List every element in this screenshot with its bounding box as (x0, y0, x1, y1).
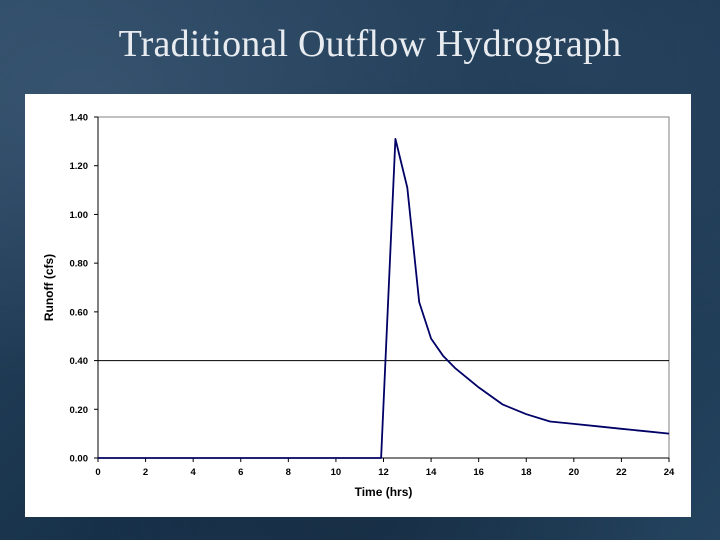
x-tick-label: 0 (95, 467, 100, 478)
x-tick-label: 22 (616, 467, 627, 478)
x-tick-label: 6 (238, 467, 243, 478)
y-tick-label: 0.40 (70, 356, 89, 367)
x-tick-label: 20 (569, 467, 580, 478)
plot-area: 0.000.200.400.600.801.001.201.400 2 4 6 8 10 1… (70, 113, 675, 479)
y-axis-title: Runoff (cfs) (42, 254, 56, 321)
slide-title: Traditional Outflow Hydrograph (118, 23, 622, 65)
x-tick-label: 12 (378, 467, 389, 478)
x-tick-label: 14 (426, 467, 437, 478)
x-tick-label: 16 (473, 467, 484, 478)
chart-panel: 0.00 0.20 0.40 0.60 0.80 1.00 1.20 1.40 0 2 4 6 8 10 1… (25, 94, 691, 517)
x-tick-label: 8 (286, 467, 291, 478)
series-line (98, 138, 670, 459)
y-tick-label: 0.80 (70, 259, 89, 270)
y-tick-label: 1.20 (70, 161, 89, 172)
y-tick-label: 0.20 (70, 405, 89, 416)
x-tick-label: 10 (331, 467, 342, 478)
y-tick-label: 1.00 (70, 210, 89, 221)
y-tick-label: 1.40 (70, 113, 89, 124)
x-tick-label: 18 (521, 467, 532, 478)
x-tick-label: 4 (191, 467, 197, 478)
y-tick-label: 0.60 (70, 307, 89, 318)
x-axis-title: Time (hrs) (355, 485, 413, 499)
x-tick-label: 24 (664, 467, 675, 478)
x-tick-label: 2 (143, 467, 148, 478)
y-tick-label: 0.00 (70, 454, 89, 465)
hydrograph-chart: 0.000.200.400.600.801.001.201.400 2 4 6 8 10 1… (42, 113, 675, 500)
